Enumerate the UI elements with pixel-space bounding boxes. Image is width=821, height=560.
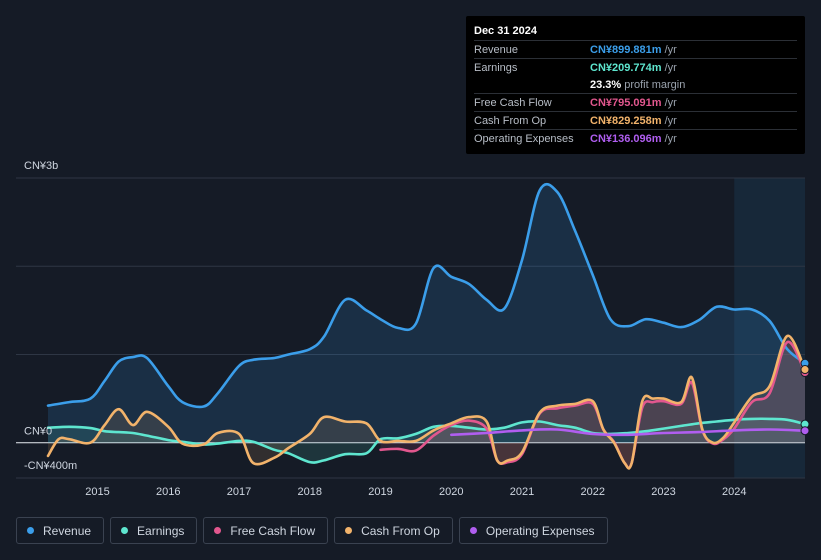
x-tick-label: 2023 <box>651 486 675 498</box>
tooltip-row: Cash From Op CN¥829.258m/yr <box>474 111 797 129</box>
x-tick-label: 2015 <box>85 486 109 498</box>
tooltip-row-unit: /yr <box>664 114 677 127</box>
tooltip-row-unit: /yr <box>664 132 677 145</box>
legend-dot-icon <box>121 527 129 534</box>
legend-cash-from-op-button[interactable]: Cash From Op <box>334 517 453 544</box>
x-tick-label: 2020 <box>439 486 463 498</box>
tooltip-row: Operating Expenses CN¥136.096m/yr <box>474 129 797 147</box>
tooltip-row-value: CN¥899.881m <box>590 43 662 56</box>
line-cfo <box>46 334 807 470</box>
legend-dot-icon <box>214 527 222 534</box>
tooltip-row-value: CN¥136.096m <box>590 132 662 145</box>
tooltip-row: 23.3% profit margin <box>474 76 797 93</box>
legend-dot-icon <box>469 527 477 534</box>
tooltip-row-label: Revenue <box>474 43 519 56</box>
forecast-highlight <box>734 178 805 478</box>
x-axis-labels: 2015 2016 2017 2018 2019 2020 2021 2022 2023 2024 <box>85 486 746 498</box>
legend-free-cash-flow-button[interactable]: Free Cash Flow <box>203 517 329 544</box>
tooltip-row: Revenue CN¥899.881m/yr <box>474 40 797 58</box>
y-tick-label: CN¥0 <box>24 426 52 438</box>
legend-operating-expenses-button[interactable]: Operating Expenses <box>458 517 608 544</box>
tooltip-row-value: CN¥829.258m <box>590 114 662 127</box>
tooltip-row-label: Earnings <box>474 61 518 74</box>
x-tick-label: 2018 <box>298 486 322 498</box>
tooltip-row: Free Cash Flow CN¥795.091m/yr <box>474 93 797 111</box>
line-opex <box>450 428 807 437</box>
tooltip-row-unit: profit margin <box>624 78 686 91</box>
tooltip-row-unit: /yr <box>664 43 677 56</box>
legend-revenue-button[interactable]: Revenue <box>16 517 105 544</box>
area-revenue <box>48 184 805 443</box>
x-tick-label: 2024 <box>722 486 746 498</box>
series-lines <box>46 182 807 470</box>
legend-dot-icon <box>345 527 353 534</box>
end-dot-cfo <box>800 365 810 375</box>
x-tick-label: 2016 <box>156 486 180 498</box>
legend-label: Revenue <box>43 523 92 538</box>
y-axis-labels: CN¥3b CN¥0 -CN¥400m <box>24 160 77 472</box>
x-tick-label: 2019 <box>368 486 392 498</box>
end-dot-opex <box>800 426 810 436</box>
tooltip-row: Earnings CN¥209.774m/yr <box>474 58 797 76</box>
legend-earnings-button[interactable]: Earnings <box>110 517 198 544</box>
x-tick-label: 2021 <box>510 486 534 498</box>
line-revenue <box>46 182 807 409</box>
line-earnings <box>46 417 807 464</box>
tooltip-row-label: Cash From Op <box>474 114 547 127</box>
series-areas <box>48 184 805 469</box>
legend-dot-icon <box>27 527 34 534</box>
y-tick-label: CN¥3b <box>24 160 58 172</box>
forecast-highlight-layer <box>734 178 805 478</box>
tooltip-row-value: CN¥795.091m <box>590 96 662 109</box>
tooltip-row-value: 23.3% <box>590 78 622 91</box>
legend-label: Free Cash Flow <box>230 523 316 538</box>
y-tick-label: -CN¥400m <box>24 460 77 472</box>
tooltip-date: Dec 31 2024 <box>474 25 537 37</box>
tooltip-row-value: CN¥209.774m <box>590 61 662 74</box>
area-cfo <box>48 335 805 469</box>
tooltip-row-label: Operating Expenses <box>474 132 574 145</box>
tooltip-rows: Revenue CN¥899.881m/yr Earnings CN¥209.774m… <box>474 40 797 147</box>
series-end-dots <box>800 358 810 436</box>
tooltip-row-unit: /yr <box>664 61 677 74</box>
x-tick-label: 2022 <box>581 486 605 498</box>
legend-label: Operating Expenses <box>485 523 595 538</box>
tooltip-panel: Dec 31 2024 Revenue CN¥899.881m/yr Earning… <box>466 16 805 154</box>
chart-legend: Revenue Earnings Free Cash Flow Cash From O… <box>16 517 608 544</box>
legend-label: Cash From Op <box>361 523 440 538</box>
legend-label: Earnings <box>137 523 185 538</box>
tooltip-row-unit: /yr <box>664 96 677 109</box>
x-tick-label: 2017 <box>227 486 251 498</box>
tooltip-row-label: Free Cash Flow <box>474 96 552 109</box>
